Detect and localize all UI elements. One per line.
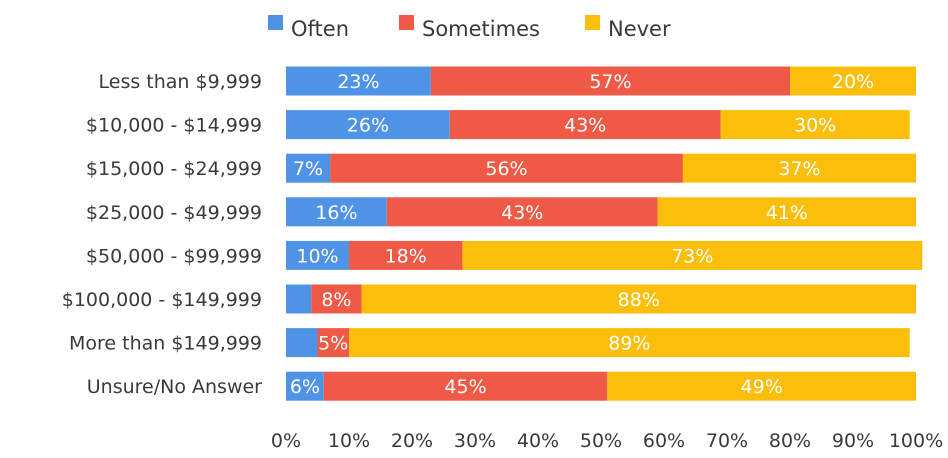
legend-label-never: Never [608,17,671,41]
bar-data-label: 7% [293,158,323,180]
bar-data-label: 43% [564,115,606,137]
bar-data-label: 37% [778,158,820,180]
x-tick-label: 30% [454,430,496,452]
bars: 23% 57% 20% 26% 43% 30% 7% 56% 37% 16% 43% 41% 10% 18… [286,66,923,401]
x-tick-label: 50% [580,430,622,452]
bar-data-label: 16% [315,202,357,224]
bar-data-label: 8% [321,289,351,311]
bar-data-label: 41% [766,202,808,224]
bar-segment-never [349,328,910,358]
bar-data-label: 6% [290,376,320,398]
x-tick-label: 70% [706,430,748,452]
bar-data-label: 73% [671,245,713,267]
x-tick-label: 60% [643,430,685,452]
x-tick-label: 40% [517,430,559,452]
bar-segment-never [607,371,916,401]
bar-data-label: 20% [832,71,874,93]
bar-data-label: 23% [337,71,379,93]
legend-swatch-never [585,15,600,30]
bar-data-label: 56% [485,158,527,180]
bar-data-label: 57% [589,71,631,93]
category-label: More than $149,999 [69,333,262,355]
bar-data-label: 43% [501,202,543,224]
bar-segment-sometimes [430,66,790,96]
category-label: $50,000 - $99,999 [86,245,262,267]
category-label: $25,000 - $49,999 [86,202,262,224]
category-label: $15,000 - $24,999 [86,158,262,180]
bar-segment-sometimes [330,153,683,183]
bar-data-label: 5% [318,333,348,355]
x-tick-label: 10% [328,430,370,452]
bar-segment-often [286,328,318,358]
bar-data-label: 49% [741,376,783,398]
bar-segment-never [361,284,917,314]
bar-segment-often [286,197,387,227]
bar-data-label: 10% [296,245,338,267]
x-axis-ticks: 0% 10% 20% 30% 40% 50% 60% 70% 80% 90% 100% [271,430,943,452]
bar-segment-often [286,284,312,314]
bar-segment-often [286,66,431,96]
bar-segment-often [286,240,349,270]
bar-segment-never [720,110,910,140]
legend-swatch-often [268,15,283,30]
x-tick-label: 80% [769,430,811,452]
bar-data-label: 18% [385,245,427,267]
bar-segment-never [657,197,916,227]
bar-segment-sometimes [349,240,463,270]
category-label: $100,000 - $149,999 [62,289,262,311]
category-label: Unsure/No Answer [87,376,262,398]
category-label: $10,000 - $14,999 [86,115,262,137]
legend-label-sometimes: Sometimes [422,17,540,41]
bar-segment-never [682,153,916,183]
legend-label-often: Often [291,17,349,41]
x-tick-label: 0% [271,430,301,452]
bar-segment-sometimes [386,197,658,227]
bar-segment-sometimes [449,110,721,140]
legend-swatch-sometimes [399,15,414,30]
category-labels: Less than $9,999 $10,000 - $14,999 $15,000… [62,71,262,398]
bar-segment-often [286,371,324,401]
bar-segment-sometimes [323,371,608,401]
bar-data-label: 89% [608,333,650,355]
bar-data-label: 30% [794,115,836,137]
legend: Often Sometimes Never [268,15,671,41]
bar-segment-often [286,110,450,140]
bar-data-label: 88% [618,289,660,311]
bar-segment-sometimes [317,328,349,358]
x-tick-label: 90% [832,430,874,452]
bar-segment-never [462,240,923,270]
bar-segment-never [790,66,916,96]
x-tick-label: 20% [391,430,433,452]
bar-segment-sometimes [311,284,362,314]
bar-data-label: 26% [347,115,389,137]
x-tick-label: 100% [889,430,943,452]
bar-data-label: 45% [444,376,486,398]
bar-segment-often [286,153,331,183]
category-label: Less than $9,999 [99,71,262,93]
